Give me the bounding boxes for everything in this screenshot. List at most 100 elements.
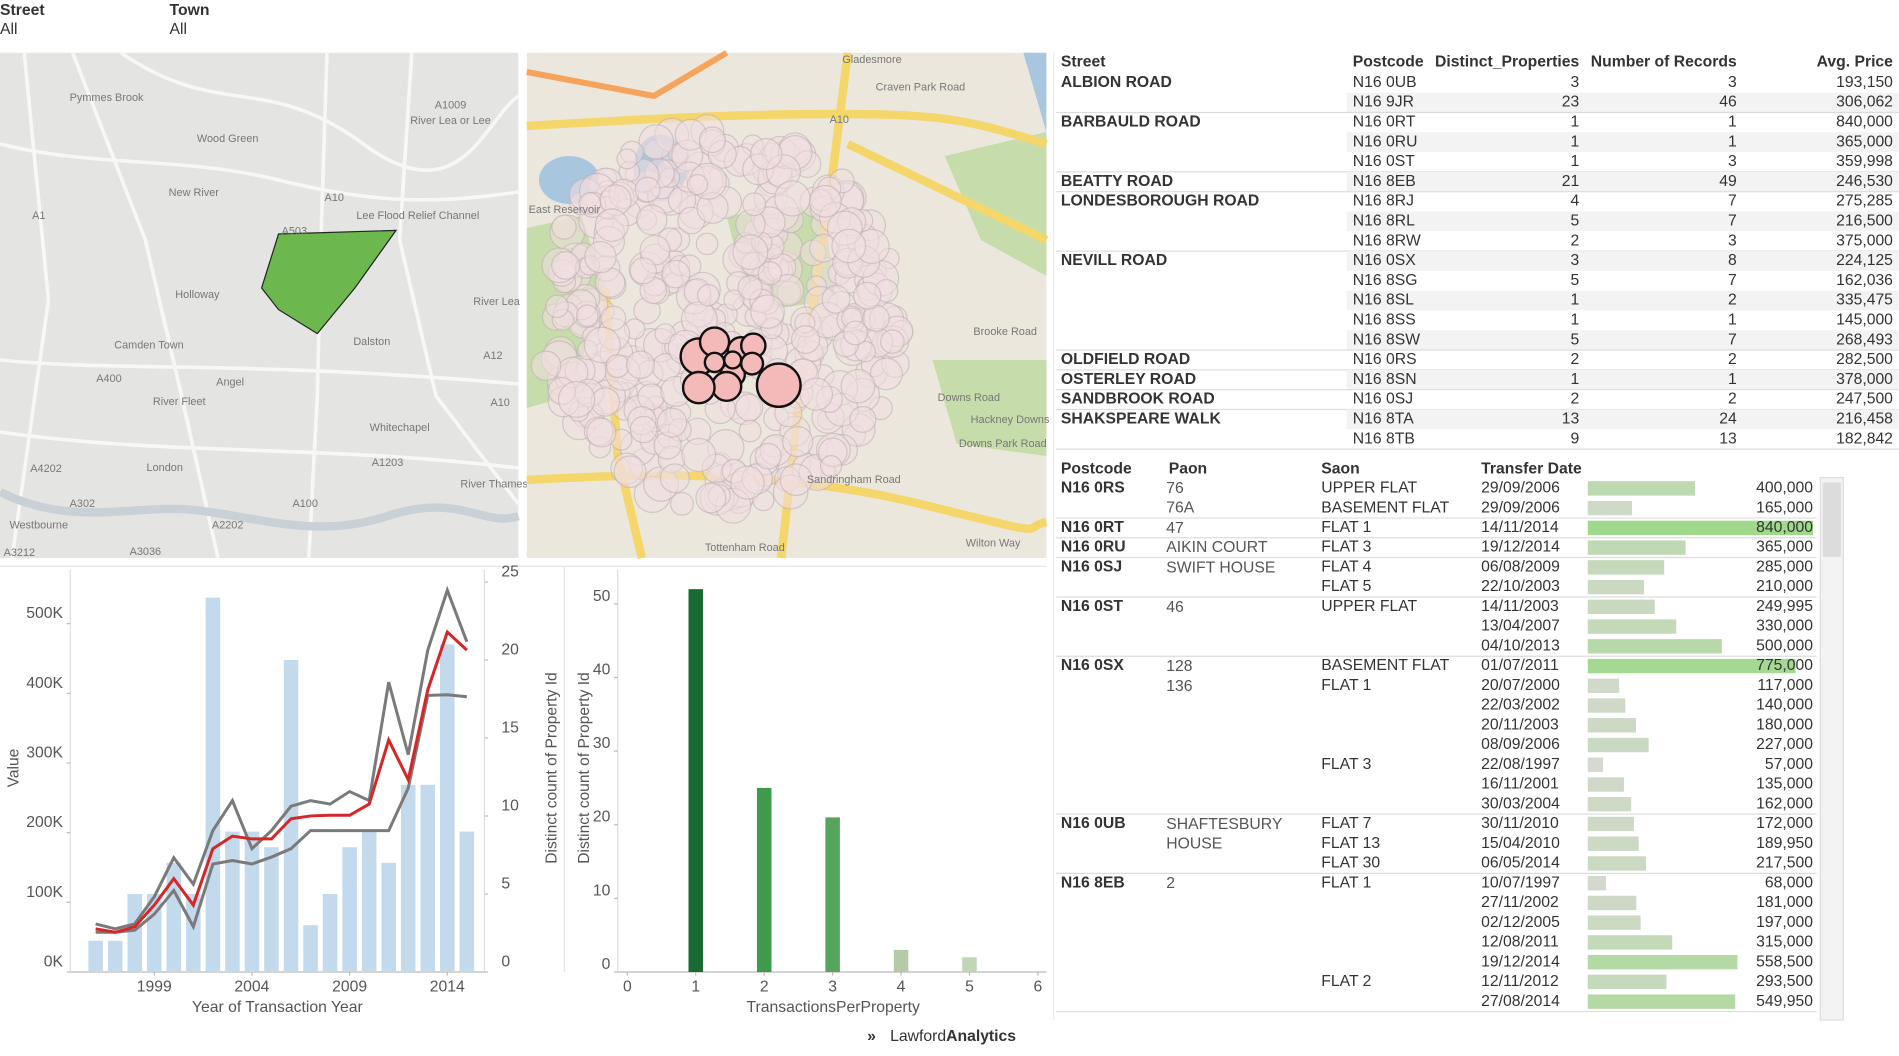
postcode: N16 8TB [1353, 430, 1415, 447]
distinct: 1 [1571, 292, 1580, 309]
records: 2 [1728, 292, 1737, 309]
selected-properties[interactable] [679, 326, 802, 408]
scroll-thumb[interactable] [1822, 482, 1841, 557]
map-label: Pymmes Brook [70, 92, 144, 104]
transfer-date: 14/11/2014 [1481, 519, 1559, 536]
price: 135,000 [1756, 776, 1813, 793]
bubble [735, 393, 764, 422]
street: LONDESBOROUGH ROAD [1061, 193, 1259, 210]
bubble [637, 383, 665, 411]
records: 3 [1728, 232, 1737, 249]
postcode: N16 0RU [1061, 539, 1126, 556]
price-bar [1587, 520, 1814, 536]
bubble [629, 257, 657, 285]
bubble [530, 350, 562, 381]
distinct: 21 [1562, 173, 1580, 190]
bar [342, 847, 357, 972]
price-bar [1587, 994, 1736, 1009]
postcode: N16 0SJ [1061, 559, 1122, 576]
avg-price: 216,458 [1836, 411, 1893, 428]
bar [166, 862, 182, 972]
saon: FLAT 1 [1321, 519, 1371, 536]
selected-bubble[interactable] [703, 351, 726, 374]
selected-bubble[interactable] [710, 370, 743, 402]
bar [893, 949, 909, 972]
map-label: A4202 [30, 463, 62, 475]
records: 46 [1719, 94, 1737, 111]
bar [146, 894, 162, 972]
price: 217,500 [1756, 855, 1813, 872]
y-axis-label: Value [6, 748, 23, 787]
bubble [551, 214, 577, 240]
avg-price: 335,475 [1836, 292, 1893, 309]
bubble [819, 454, 843, 478]
filter-value[interactable]: All [0, 21, 17, 38]
x-tick-label: 1999 [137, 979, 172, 996]
transfer-date: 27/11/2002 [1481, 894, 1559, 911]
detail-map[interactable]: Gladesmore Craven Park Road A10 East Reserv… [526, 50, 1050, 559]
row-band [1346, 369, 1899, 390]
price-bar [1587, 915, 1641, 930]
postcode: N16 8RJ [1353, 193, 1414, 210]
selected-bubble[interactable] [739, 351, 765, 376]
row-band [1346, 290, 1899, 311]
price: 500,000 [1756, 638, 1813, 655]
overview-map[interactable]: Pymmes Brook Wood Green A1009 River Lea or … [0, 51, 529, 559]
bubble [594, 208, 629, 242]
distinct: 1 [1571, 153, 1580, 170]
map-label: London [147, 462, 183, 474]
price-bar [1587, 935, 1673, 950]
avg-price: 216,500 [1836, 213, 1893, 230]
saon: FLAT 2 [1321, 973, 1371, 990]
x-tick-label: 5 [965, 979, 974, 996]
price-bar [1587, 639, 1722, 654]
bubble [583, 326, 621, 364]
records: 7 [1728, 331, 1737, 348]
price: 180,000 [1756, 716, 1813, 733]
price-bar [1587, 560, 1665, 575]
saon: FLAT 3 [1321, 756, 1371, 773]
y2-axis-label: Distinct count of Property Id [543, 672, 560, 863]
paon: SHAFTESBURY HOUSE [1166, 814, 1283, 852]
bubble [723, 289, 745, 311]
y2-tick-label: 25 [501, 564, 519, 581]
map-label: A2202 [212, 519, 244, 531]
y2-tick-label: 15 [501, 720, 519, 737]
scrollbar[interactable] [1819, 476, 1844, 1021]
selected-bubble[interactable] [681, 370, 716, 405]
selected-bubble[interactable] [755, 362, 802, 408]
records: 49 [1719, 173, 1737, 190]
bar [205, 597, 221, 972]
y-tick-label: 0 [602, 956, 611, 973]
column-header: Transfer Date [1481, 460, 1582, 477]
y2-tick-label: 5 [501, 876, 510, 893]
y-tick-label: 400K [26, 675, 63, 692]
postcode: N16 8TA [1353, 411, 1414, 428]
saon: FLAT 4 [1321, 559, 1371, 576]
x-tick-label: 3 [828, 979, 837, 996]
transfer-date: 20/07/2000 [1481, 677, 1560, 694]
bar [459, 831, 475, 972]
price-bar [1587, 737, 1649, 753]
selected-bubble[interactable] [723, 350, 743, 370]
saon: FLAT 30 [1321, 855, 1380, 872]
map-label: River Lea or Lee [410, 115, 491, 127]
transfer-date: 13/04/2007 [1481, 618, 1560, 635]
row-band [1346, 251, 1899, 271]
selected-area[interactable] [260, 229, 398, 335]
avg-price: 375,000 [1836, 232, 1893, 249]
x-axis-label: TransactionsPerProperty [747, 999, 921, 1016]
map-label: River Lea [473, 296, 521, 308]
paon: 76A [1166, 498, 1195, 517]
row-band [1346, 132, 1899, 153]
y-tick-label: 50 [593, 588, 611, 605]
price-bar [1587, 757, 1604, 772]
price: 140,000 [1756, 697, 1813, 714]
column-header: Distinct_Properties [1435, 54, 1580, 71]
bubble [840, 368, 876, 404]
filter-value[interactable]: All [170, 21, 187, 38]
bubble [686, 173, 709, 196]
price: 57,000 [1765, 756, 1813, 773]
paon-cell: SWIFT HOUSE [1166, 558, 1275, 576]
bar [825, 817, 840, 972]
